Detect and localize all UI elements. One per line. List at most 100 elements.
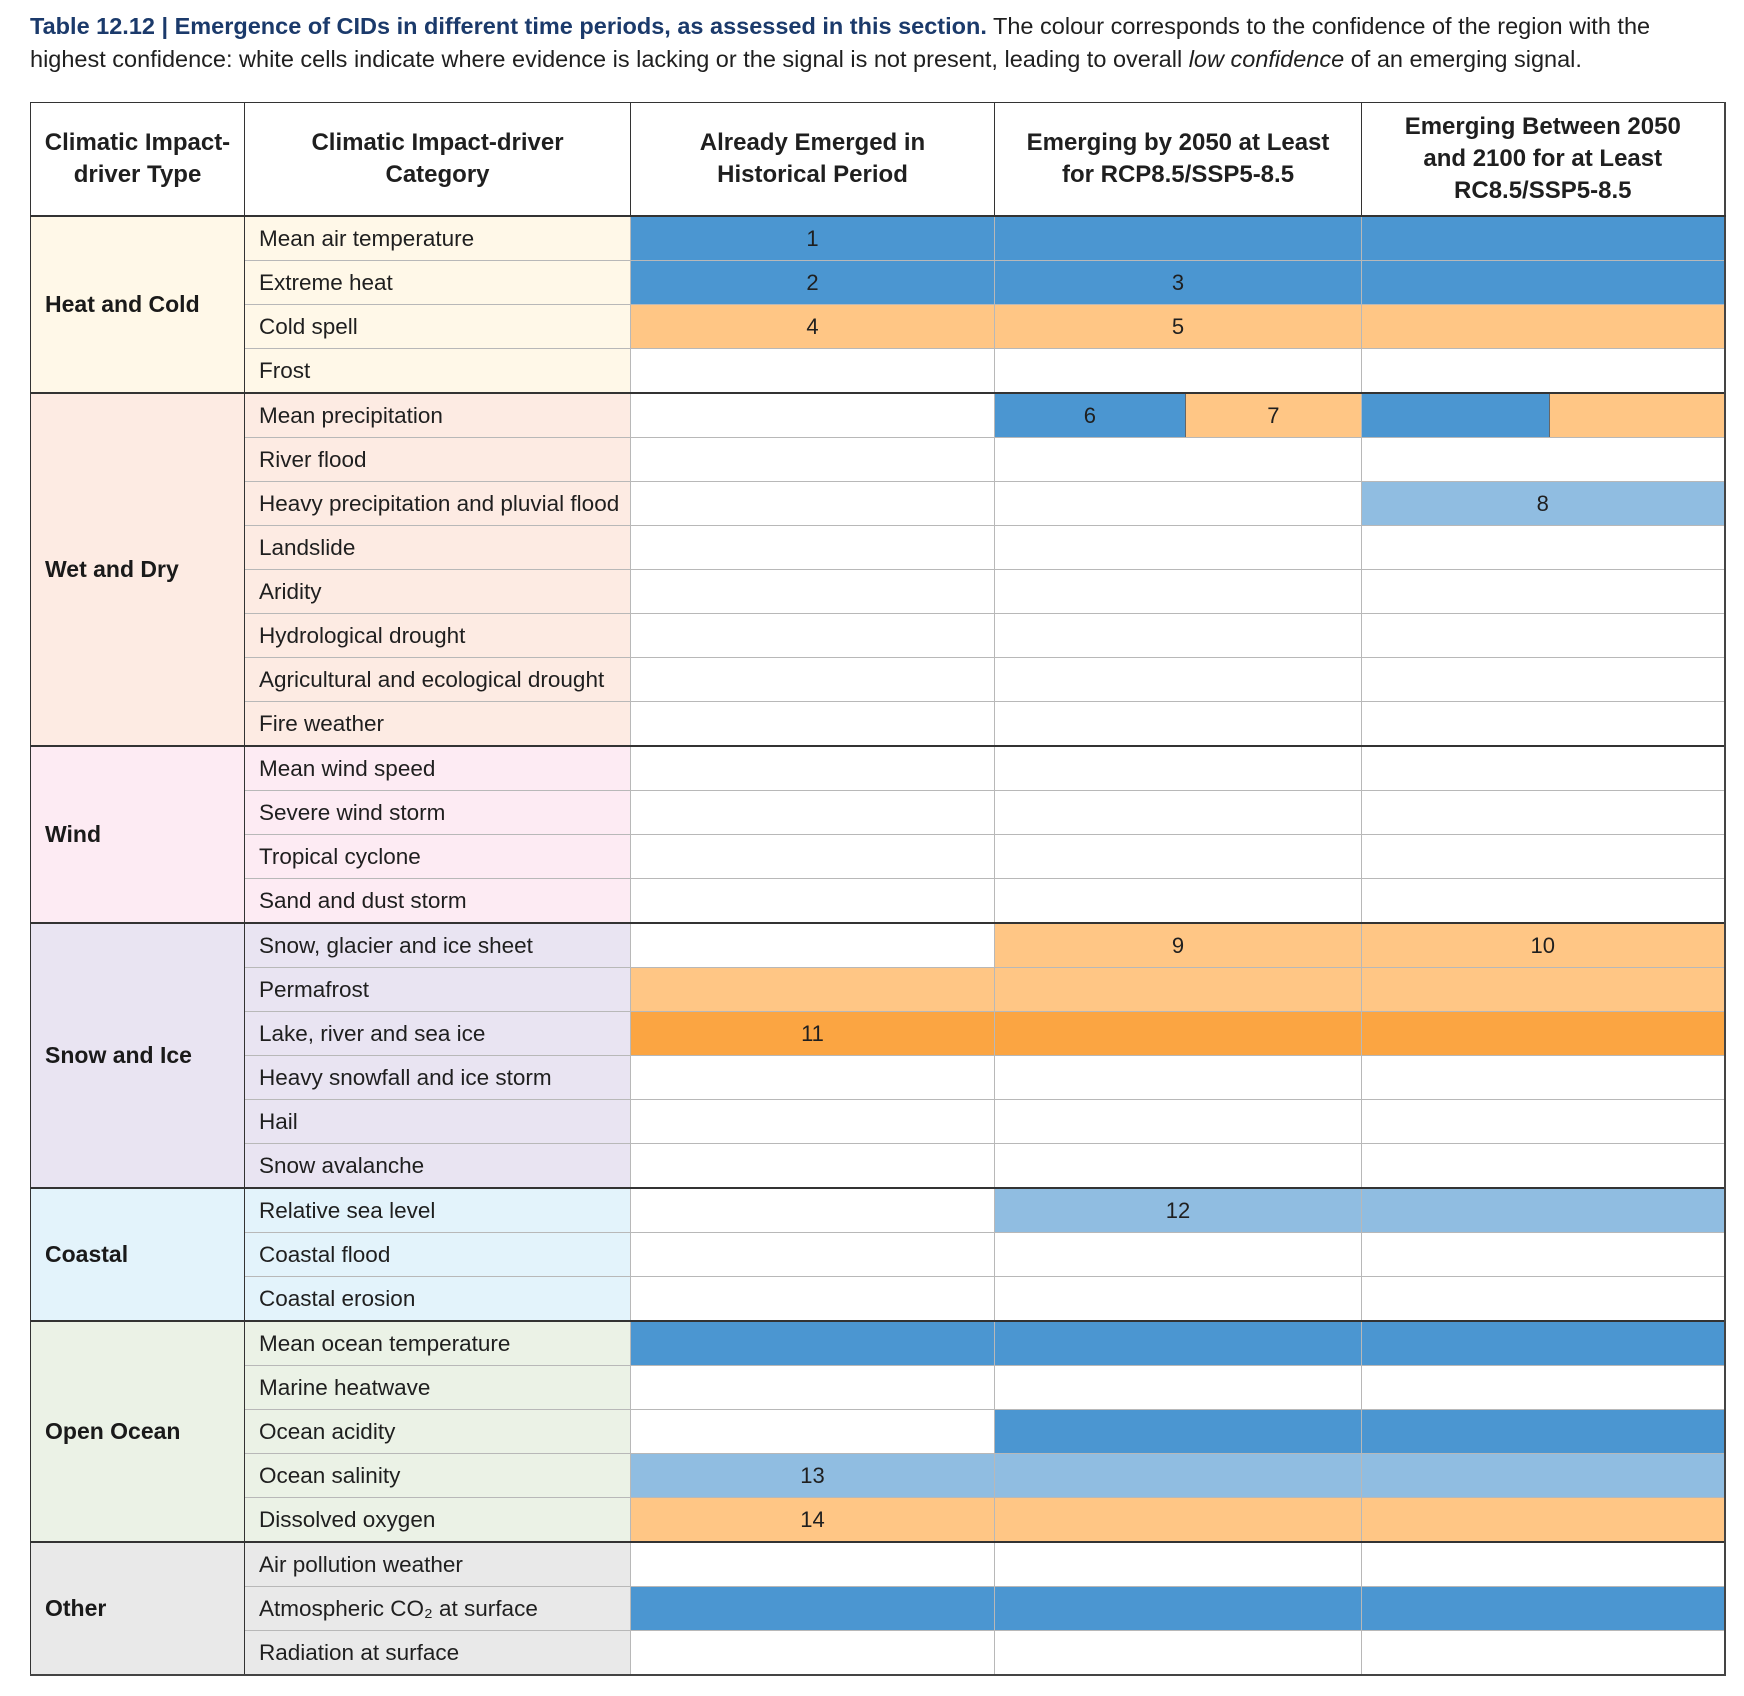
driver-category-cell: River flood: [244, 437, 631, 482]
caption-text-end: of an emerging signal.: [1344, 46, 1582, 72]
table-row: Ocean acidity: [31, 1409, 1726, 1454]
emergence-cell-historical: 4: [630, 304, 995, 349]
table-row: Heavy precipitation and pluvial flood 8: [31, 481, 1726, 526]
driver-category-cell: Ocean salinity: [244, 1453, 631, 1498]
header-2050-2100: Emerging Between 2050 and 2100 for at Le…: [1361, 102, 1726, 217]
emergence-cell-2050-2100: [1361, 967, 1726, 1012]
driver-category-cell: Snow avalanche: [244, 1143, 631, 1189]
emergence-cell-historical: [630, 437, 995, 482]
table-row: Heat and Cold Mean air temperature 1: [30, 215, 1726, 394]
table-row: Permafrost: [31, 967, 1726, 1012]
table-body: Heat and Cold Mean air temperature 1 Extrem…: [30, 215, 1726, 1676]
driver-type-cell: Other: [30, 1541, 245, 1676]
driver-category-cell: Mean air temperature: [244, 215, 631, 261]
emergence-cell-historical: [630, 348, 995, 394]
emergence-cell-historical: 2: [630, 260, 995, 305]
driver-category-cell: Coastal erosion: [244, 1276, 631, 1322]
emergence-cell-2050-2100: [1361, 1365, 1726, 1410]
driver-category-cell: Tropical cyclone: [244, 834, 631, 879]
emergence-cell-by-2050: [994, 790, 1362, 835]
driver-category-cell: Heavy snowfall and ice storm: [244, 1055, 631, 1100]
driver-category-cell: Agricultural and ecological drought: [244, 657, 631, 702]
driver-type-cell: Wet and Dry: [30, 392, 245, 747]
emergence-cell-2050-2100: [1361, 304, 1726, 349]
table-row: Snow avalanche: [31, 1143, 1726, 1189]
emergence-cell-2050-2100: 8: [1361, 481, 1726, 526]
table-row: Open Ocean Mean ocean temperature: [30, 1320, 1726, 1543]
table-row: Cold spell 4 5: [31, 304, 1726, 349]
emergence-cell-historical: [630, 745, 995, 791]
table-row: Extreme heat 2 3: [31, 260, 1726, 305]
emergence-cell-by-2050: [994, 1541, 1362, 1587]
table-row: Aridity: [31, 569, 1726, 614]
emergence-cell-historical: [630, 613, 995, 658]
emergence-cell-historical: [630, 1099, 995, 1144]
driver-category-cell: Permafrost: [244, 967, 631, 1012]
emergence-cell-by-2050: [994, 1320, 1362, 1366]
driver-category-cell: Fire weather: [244, 701, 631, 747]
table-row: Tropical cyclone: [31, 834, 1726, 879]
emergence-cell-2050-2100: 10: [1361, 922, 1726, 968]
emergence-cell-2050-2100: [1361, 1011, 1726, 1056]
emergence-cell-historical: [630, 1409, 995, 1454]
emergence-cell-historical: [630, 1320, 995, 1366]
emergence-cell-by-2050: [994, 348, 1362, 394]
driver-category-cell: Mean precipitation: [244, 392, 631, 438]
driver-category-cell: Hail: [244, 1099, 631, 1144]
emergence-cell-by-2050: [994, 1630, 1362, 1676]
emergence-cell-historical: [630, 1541, 995, 1587]
emergence-cell-2050-2100: [1361, 1232, 1726, 1277]
driver-category-cell: Severe wind storm: [244, 790, 631, 835]
emergence-cell-2050-2100: [1361, 1586, 1726, 1631]
driver-category-cell: Atmospheric CO₂ at surface: [244, 1586, 631, 1631]
driver-category-cell: Landslide: [244, 525, 631, 570]
emergence-cell-part: 6: [995, 394, 1185, 437]
emergence-cell-historical: [630, 790, 995, 835]
emergence-cell-by-2050: [994, 525, 1362, 570]
emergence-cell-by-2050: [994, 1055, 1362, 1100]
emergence-cell-by-2050: [994, 745, 1362, 791]
emergence-cell-by-2050: [994, 657, 1362, 702]
emergence-cell-historical: 14: [630, 1497, 995, 1543]
emergence-cell-2050-2100: [1361, 569, 1726, 614]
table-row: Landslide: [31, 525, 1726, 570]
driver-category-cell: Cold spell: [244, 304, 631, 349]
cid-emergence-table: Climatic Impact-driver Type Climatic Imp…: [30, 102, 1726, 1676]
table-row: Severe wind storm: [31, 790, 1726, 835]
emergence-cell-historical: [630, 1365, 995, 1410]
driver-category-cell: Relative sea level: [244, 1187, 631, 1233]
table-row: Ocean salinity 13: [31, 1453, 1726, 1498]
emergence-cell-historical: [630, 657, 995, 702]
emergence-cell-2050-2100: [1361, 260, 1726, 305]
split-cell-wrapper: [1362, 394, 1724, 437]
driver-category-cell: Aridity: [244, 569, 631, 614]
table-row: Hail: [31, 1099, 1726, 1144]
emergence-cell-by-2050: [994, 481, 1362, 526]
emergence-cell-2050-2100: [1361, 1409, 1726, 1454]
driver-category-cell: Snow, glacier and ice sheet: [244, 922, 631, 968]
table-row: Agricultural and ecological drought: [31, 657, 1726, 702]
driver-type-cell: Coastal: [30, 1187, 245, 1322]
driver-category-cell: Hydrological drought: [244, 613, 631, 658]
emergence-cell-2050-2100: [1361, 790, 1726, 835]
emergence-cell-2050-2100: [1361, 1276, 1726, 1322]
driver-type-cell: Wind: [30, 745, 245, 924]
emergence-cell-by-2050: [994, 613, 1362, 658]
emergence-cell-by-2050: [994, 569, 1362, 614]
emergence-cell-2050-2100: [1361, 1453, 1726, 1498]
emergence-cell-historical: [630, 834, 995, 879]
emergence-cell-by-2050: [994, 1365, 1362, 1410]
table-row: Coastal Relative sea level 12: [30, 1187, 1726, 1322]
header-by-2050: Emerging by 2050 at Least for RCP8.5/SSP…: [994, 102, 1362, 217]
emergence-cell-2050-2100-split: [1361, 392, 1726, 438]
emergence-cell-historical: [630, 1232, 995, 1277]
emergence-cell-by-2050: 5: [994, 304, 1362, 349]
emergence-cell-historical: 1: [630, 215, 995, 261]
emergence-cell-by-2050: [994, 215, 1362, 261]
table-row: Wet and Dry Mean precipitation 6 7: [30, 392, 1726, 747]
emergence-cell-by-2050: [994, 1143, 1362, 1189]
emergence-cell-by-2050: 3: [994, 260, 1362, 305]
emergence-cell-2050-2100: [1361, 745, 1726, 791]
